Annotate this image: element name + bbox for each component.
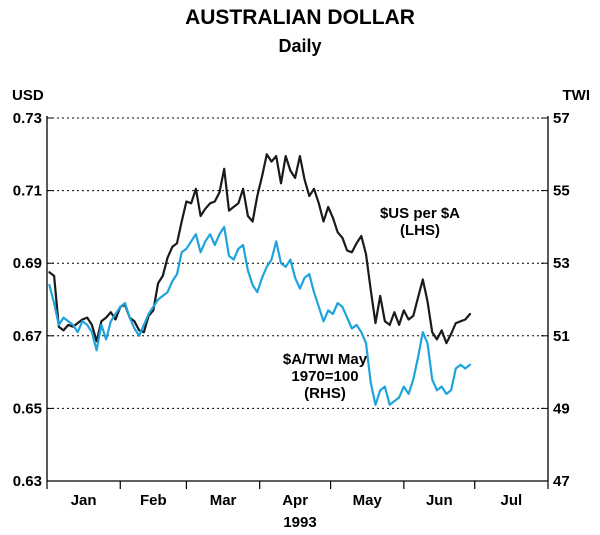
series-line-usd	[48, 153, 472, 345]
annotation-usd: $US per $A	[380, 205, 460, 222]
left-tick-label: 0.65	[13, 400, 42, 417]
left-tick-label: 0.73	[13, 110, 42, 127]
right-tick-labels: 57 55 53 51 49 47	[553, 110, 570, 490]
month-label: Jul	[501, 492, 523, 509]
right-tick-label: 51	[553, 328, 570, 345]
chart-subtitle: Daily	[278, 36, 321, 56]
right-tick-label: 57	[553, 110, 570, 127]
left-tick-label: 0.69	[13, 255, 42, 272]
month-label: Mar	[210, 492, 237, 509]
right-tick-label: 47	[553, 473, 570, 490]
left-tick-label: 0.63	[13, 473, 42, 490]
series-line-twi	[48, 225, 472, 406]
year-label: 1993	[283, 514, 316, 531]
annotation-usd: (LHS)	[400, 222, 440, 239]
series-lines	[48, 153, 472, 406]
right-tick-label: 55	[553, 183, 570, 200]
month-label: Apr	[282, 492, 308, 509]
month-label: Feb	[140, 492, 167, 509]
month-label: May	[353, 492, 383, 509]
month-label: Jun	[426, 492, 453, 509]
chart-title: AUSTRALIAN DOLLAR	[185, 6, 415, 29]
right-axis-unit: TWI	[563, 87, 591, 104]
left-tick-labels: 0.73 0.71 0.69 0.67 0.65 0.63	[13, 110, 42, 490]
annotation-twi: (RHS)	[304, 385, 346, 402]
left-axis-unit: USD	[12, 87, 44, 104]
month-label: Jan	[71, 492, 97, 509]
left-tick-label: 0.71	[13, 183, 42, 200]
annotation-twi: 1970=100	[291, 368, 358, 385]
gridlines	[47, 117, 548, 409]
annotation-twi: $A/TWI May	[283, 351, 368, 368]
right-tick-label: 49	[553, 400, 570, 417]
left-tick-label: 0.67	[13, 328, 42, 345]
right-tick-label: 53	[553, 255, 570, 272]
month-labels: Jan Feb Mar Apr May Jun Jul	[71, 492, 523, 509]
axes	[46, 116, 549, 489]
